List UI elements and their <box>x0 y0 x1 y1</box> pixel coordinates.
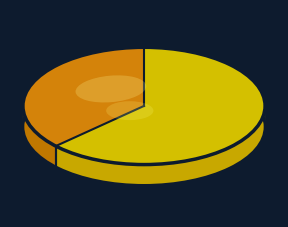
Ellipse shape <box>106 101 154 120</box>
Ellipse shape <box>75 75 146 102</box>
Polygon shape <box>23 105 56 167</box>
Polygon shape <box>56 105 265 185</box>
Polygon shape <box>56 47 265 165</box>
Polygon shape <box>23 47 144 146</box>
